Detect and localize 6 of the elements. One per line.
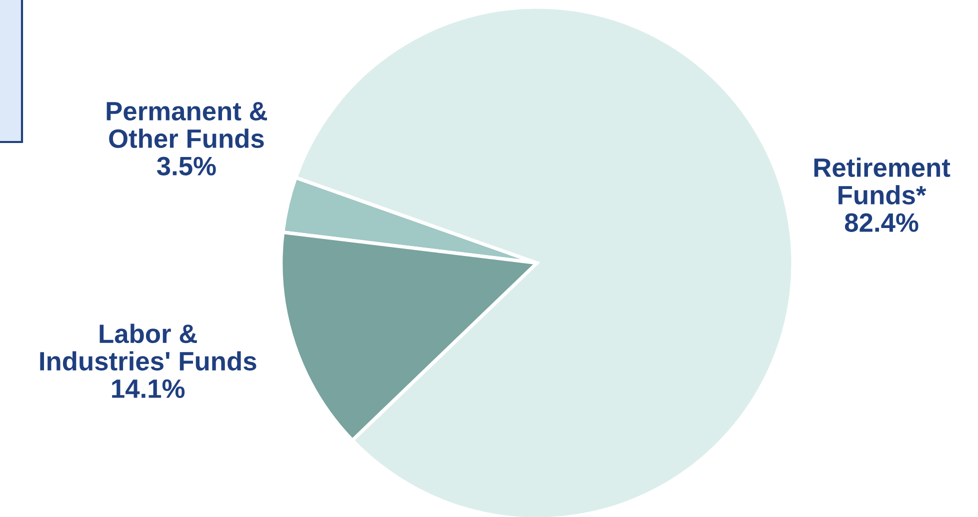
data-label: 3.5% [156,156,216,176]
data-label: 14.1% [112,379,185,398]
slice-label: Permanent & Other Funds [106,102,268,148]
slice-label: Labor & Industries' Funds [40,324,256,371]
data-label: 82.4% [844,213,918,232]
slice-label: Retirement Funds* [814,158,950,204]
